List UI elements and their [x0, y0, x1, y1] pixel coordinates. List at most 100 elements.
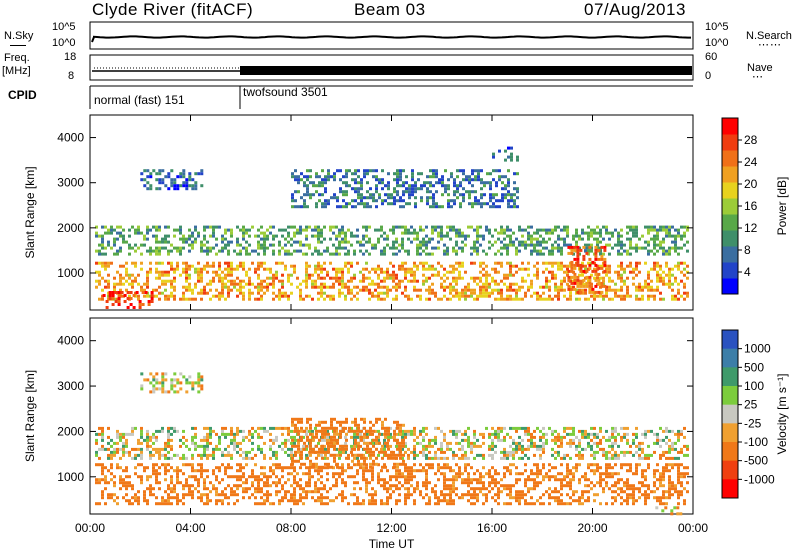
heatmap-cell: [206, 426, 209, 430]
heatmap-cell: [497, 429, 500, 433]
heatmap-cell: [626, 426, 629, 430]
heatmap-cell: [311, 273, 314, 277]
heatmap-cell: [272, 279, 275, 283]
heatmap-cell: [662, 276, 665, 280]
heatmap-cell: [269, 282, 272, 286]
heatmap-cell: [185, 178, 189, 182]
heatmap-cell: [551, 466, 554, 470]
heatmap-cell: [429, 175, 432, 179]
heatmap-cell: [368, 225, 371, 229]
heatmap-cell: [306, 193, 309, 197]
heatmap-cell: [392, 225, 395, 229]
heatmap-cell: [510, 205, 513, 209]
heatmap-cell: [251, 282, 254, 286]
heatmap-cell: [515, 490, 518, 494]
heatmap-cell: [293, 234, 296, 238]
heatmap-cell: [221, 288, 224, 292]
heatmap-cell: [470, 478, 473, 482]
heatmap-cell: [332, 475, 335, 479]
heatmap-cell: [203, 487, 206, 491]
heatmap-cell: [503, 487, 506, 491]
heatmap-cell: [354, 187, 357, 191]
heatmap-cell: [387, 181, 390, 185]
heatmap-cell: [656, 270, 659, 274]
heatmap-cell: [203, 484, 206, 488]
heatmap-cell: [527, 502, 530, 506]
heatmap-cell: [473, 276, 476, 280]
heatmap-cell: [395, 288, 398, 292]
heatmap-cell: [509, 493, 512, 497]
heatmap-cell: [230, 490, 233, 494]
heatmap-cell: [464, 469, 467, 473]
heatmap-cell: [311, 429, 314, 433]
heatmap-cell: [434, 225, 437, 229]
heatmap-cell: [278, 243, 281, 247]
heatmap-cell: [623, 282, 626, 286]
heatmap-cell: [311, 282, 314, 286]
heatmap-cell: [605, 285, 608, 289]
heatmap-cell: [401, 240, 404, 244]
heatmap-cell: [239, 285, 242, 289]
heatmap-cell: [404, 450, 407, 454]
heatmap-cell: [563, 475, 566, 479]
heatmap-cell: [632, 276, 635, 280]
heatmap-cell: [474, 169, 477, 173]
heatmap-cell: [377, 291, 380, 295]
heatmap-cell: [152, 466, 155, 470]
heatmap-cell: [314, 490, 317, 494]
heatmap-cell: [266, 493, 269, 497]
heatmap-cell: [333, 172, 336, 176]
heatmap-cell: [320, 487, 323, 491]
heatmap-cell: [662, 246, 665, 250]
heatmap-cell: [113, 240, 116, 244]
heatmap-cell: [413, 499, 416, 503]
heatmap-cell: [650, 429, 653, 433]
heatmap-cell: [545, 282, 548, 286]
heatmap-cell: [131, 426, 134, 430]
heatmap-cell: [422, 444, 425, 448]
heatmap-cell: [647, 456, 650, 460]
heatmap-cell: [410, 475, 413, 479]
heatmap-cell: [485, 294, 488, 298]
heatmap-cell: [191, 466, 194, 470]
heatmap-cell: [626, 441, 629, 445]
heatmap-cell: [383, 438, 386, 442]
heatmap-cell: [498, 175, 501, 179]
heatmap-cell: [551, 475, 554, 479]
heatmap-cell: [506, 466, 509, 470]
heatmap-cell: [395, 297, 398, 301]
heatmap-cell: [614, 496, 617, 500]
heatmap-cell: [542, 246, 545, 250]
heatmap-cell: [368, 499, 371, 503]
heatmap-cell: [452, 469, 455, 473]
heatmap-cell: [305, 267, 308, 271]
heatmap-cell: [456, 169, 459, 173]
heatmap-cell: [458, 291, 461, 295]
heatmap-cell: [188, 288, 191, 292]
heatmap-cell: [488, 231, 491, 235]
heatmap-cell: [638, 441, 641, 445]
heatmap-cell: [477, 202, 480, 206]
heatmap-cell: [668, 493, 671, 497]
heatmap-cell: [509, 234, 512, 238]
heatmap-cell: [458, 429, 461, 433]
heatmap-cell: [422, 228, 425, 232]
heatmap-cell: [158, 276, 161, 280]
heatmap-cell: [251, 441, 254, 445]
heatmap-cell: [554, 246, 557, 250]
heatmap-cell: [293, 469, 296, 473]
heatmap-cell: [236, 243, 239, 247]
heatmap-cell: [524, 432, 527, 436]
heatmap-cell: [494, 282, 497, 286]
heatmap-cell: [128, 273, 131, 277]
heatmap-cell: [659, 481, 662, 485]
heatmap-cell: [557, 435, 560, 439]
heatmap-cell: [542, 447, 545, 451]
heatmap-cell: [413, 228, 416, 232]
heatmap-cell: [455, 432, 458, 436]
heatmap-cell: [324, 178, 327, 182]
heatmap-cell: [461, 444, 464, 448]
heatmap-cell: [426, 187, 429, 191]
heatmap-cell: [179, 231, 182, 235]
heatmap-cell: [344, 481, 347, 485]
